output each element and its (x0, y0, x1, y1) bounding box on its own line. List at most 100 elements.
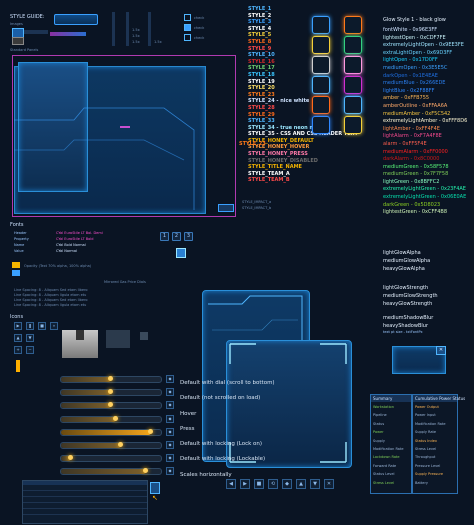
summary-panel: Summary Workstation Pipeline Status Power Su… (370, 394, 412, 494)
down-icon[interactable]: ▼ (26, 334, 34, 342)
slider-fill (61, 390, 111, 396)
slider-knob[interactable] (108, 402, 113, 408)
slider-end-icon[interactable]: ◆ (166, 440, 174, 449)
images-label: Images (10, 22, 23, 26)
style-swatch[interactable] (344, 116, 362, 134)
next-icon[interactable]: » (50, 322, 58, 330)
slider-fill (61, 403, 111, 409)
font-button-2[interactable]: 2 (172, 232, 181, 241)
style-swatch[interactable] (312, 56, 330, 74)
font-buttons: 1 2 3 (160, 232, 193, 241)
style-swatch[interactable] (344, 56, 362, 74)
slider-knob[interactable] (108, 389, 113, 395)
glow-blur-list: mediumShadowBlur heavyShadowBlur (383, 314, 433, 330)
bottom-control-button[interactable]: ▲ (296, 479, 306, 489)
slider-value-label-1: 1.5x (132, 28, 140, 32)
checkbox[interactable] (184, 24, 191, 31)
font-row-label: Property (14, 237, 29, 241)
slider-end-icon[interactable]: ◆ (166, 467, 174, 476)
font-button-3[interactable]: 3 (184, 232, 193, 241)
slider-end-icon[interactable]: ◆ (166, 427, 174, 436)
slider-knob[interactable] (148, 428, 153, 434)
action-label: Hover (180, 410, 197, 417)
slider-knob[interactable] (143, 468, 148, 474)
line-spacing-sample: Line Spacing: 8 - Aliquam Sed etam liber… (14, 298, 88, 302)
slider-knob[interactable] (118, 441, 123, 447)
header-button[interactable] (54, 14, 98, 25)
summary-line: Stress Level (373, 480, 395, 485)
font-row: Name CYal Bold Normal (14, 242, 103, 248)
table-row[interactable] (23, 514, 147, 515)
slider-track[interactable] (60, 415, 162, 423)
bottom-control-button[interactable]: ⟲ (268, 479, 278, 489)
checkbox-label: check (194, 35, 205, 40)
glow-color-item: extremelyLightAmber - 0xFFF8D6 (383, 118, 468, 125)
pause-icon[interactable]: ❚ (26, 322, 34, 330)
table-row[interactable] (23, 502, 147, 503)
power-line: Supply Pressure (415, 472, 443, 477)
slider-track[interactable] (60, 455, 162, 463)
bottom-control-button[interactable]: ▼ (310, 479, 320, 489)
slider-knob[interactable] (108, 376, 113, 381)
table-row[interactable] (23, 496, 147, 497)
style-item: STYLE_24 - nice white (248, 98, 310, 105)
selected-font-swatch[interactable] (176, 248, 186, 258)
vertical-slider-2[interactable] (126, 12, 129, 46)
vertical-slider-1[interactable] (112, 12, 115, 46)
slider-knob[interactable] (68, 455, 73, 461)
table-row[interactable] (23, 490, 147, 491)
slider-track[interactable] (60, 441, 162, 449)
summary-line: Status Level (373, 472, 395, 477)
slider-end-icon[interactable]: ◆ (166, 388, 174, 397)
glow-param-item: heavyGlowAlpha (383, 266, 425, 272)
bottom-control-button[interactable]: ◀ (226, 479, 236, 489)
style-swatch[interactable] (312, 36, 330, 54)
style-swatch[interactable] (344, 16, 362, 34)
slider-fill (61, 442, 121, 448)
minus-icon[interactable]: − (26, 346, 34, 354)
slider-track[interactable] (60, 428, 162, 436)
style-swatch[interactable] (312, 96, 330, 114)
slider-end-icon[interactable]: ◆ (166, 401, 174, 410)
panel-folder-lines (14, 107, 195, 210)
up-icon[interactable]: ▲ (14, 334, 22, 342)
icon-rows: ▶ ❚ ■ » ▲ ▼ + − (14, 322, 58, 354)
bottom-control-button[interactable]: ◆ (282, 479, 292, 489)
glow-color-item: mediumGreen - 0x7F7F58 (383, 171, 449, 178)
power-line: Pressure Level (415, 463, 441, 468)
slider-knob[interactable] (113, 415, 118, 421)
style-swatch[interactable] (344, 36, 362, 54)
slider-end-icon[interactable]: ◆ (166, 454, 174, 463)
panel-marker (120, 126, 130, 128)
font-row-label: Header (14, 231, 27, 235)
style-swatch[interactable] (312, 76, 330, 94)
glow-list: fontWhite - 0x96E3FF lightestOpen - 0xCDF… (383, 27, 467, 217)
style-item: STYLE_9 (248, 45, 272, 52)
glow-color-item: lightAlarm - 0xF7A4F8E (383, 133, 442, 140)
font-button-1[interactable]: 1 (160, 232, 169, 241)
plus-icon[interactable]: + (14, 346, 22, 354)
play-icon[interactable]: ▶ (14, 322, 22, 330)
slider-end-icon[interactable]: ◆ (166, 414, 174, 423)
popup-close-icon[interactable]: ✕ (436, 346, 446, 355)
table-row[interactable] (23, 508, 147, 509)
bottom-control-button[interactable]: ▶ (240, 479, 250, 489)
vertical-slider-3[interactable] (148, 12, 151, 46)
bottom-control-button[interactable]: ■ (254, 479, 264, 489)
panel-tab[interactable] (218, 204, 234, 212)
style-swatch[interactable] (312, 116, 330, 134)
slider-track[interactable] (60, 468, 162, 476)
style-swatch[interactable] (312, 16, 330, 34)
style-item: STYLE_3 (248, 19, 272, 26)
bottom-control-button[interactable]: ✕ (324, 479, 334, 489)
scroll-thumb[interactable] (150, 482, 160, 494)
glow-color-item: darkAlarm - 0x8C0000 (383, 156, 440, 163)
glow-color-item: mediumGreen - 0x58F578 (383, 163, 449, 170)
style-swatch[interactable] (344, 76, 362, 94)
checkbox[interactable] (184, 34, 191, 41)
slider-end-icon[interactable]: ◆ (166, 375, 174, 383)
checkbox[interactable] (184, 14, 191, 21)
stop-icon[interactable]: ■ (38, 322, 46, 330)
summary-line: Power (373, 430, 384, 435)
style-swatch[interactable] (344, 96, 362, 114)
